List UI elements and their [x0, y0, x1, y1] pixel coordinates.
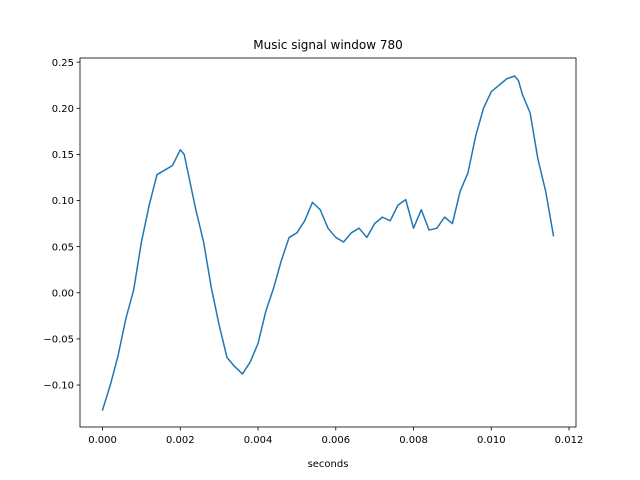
plot-area: [101, 75, 555, 411]
series-line-0: [101, 75, 555, 411]
x-axis-label: seconds: [308, 459, 349, 470]
y-tick-label: 0.00: [52, 288, 74, 299]
y-tick-label: 0.10: [52, 196, 74, 207]
y-tick-label: −0.10: [43, 381, 74, 392]
axes-frame: [79, 57, 577, 428]
x-tick-label: 0.006: [321, 435, 350, 446]
y-tick-label: 0.25: [52, 58, 74, 69]
y-axis: −0.10 −0.05 0.00 0.05 0.10 0.15 0.20 0.25: [43, 58, 80, 392]
y-tick-label: 0.15: [52, 150, 74, 161]
x-tick-label: 0.004: [244, 435, 273, 446]
x-tick-label: 0.012: [555, 435, 584, 446]
y-tick-label: −0.05: [43, 335, 74, 346]
x-axis: 0.000 0.002 0.004 0.006 0.008 0.010 0.012: [88, 427, 583, 446]
x-tick-label: 0.008: [399, 435, 428, 446]
x-tick-label: 0.010: [477, 435, 506, 446]
chart-title: Music signal window 780: [253, 38, 403, 52]
y-tick-label: 0.20: [52, 104, 74, 115]
y-tick-label: 0.05: [52, 242, 74, 253]
x-tick-label: 0.000: [88, 435, 117, 446]
x-tick-label: 0.002: [166, 435, 195, 446]
